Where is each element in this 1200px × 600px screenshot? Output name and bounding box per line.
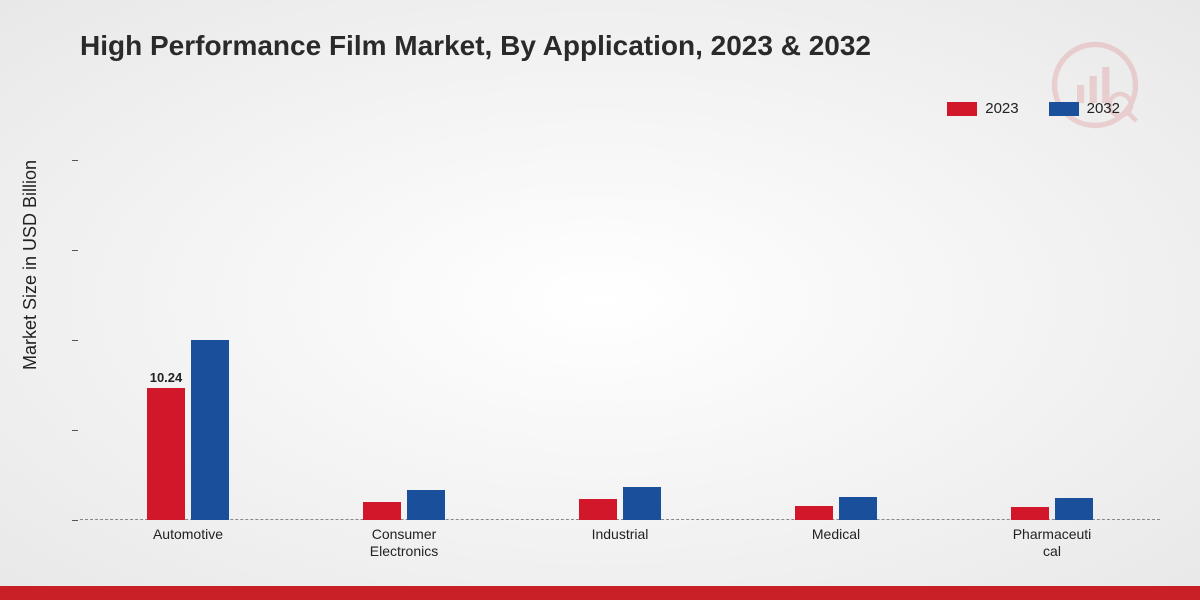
y-tick bbox=[72, 520, 78, 521]
bar-group: 10.24 bbox=[147, 340, 229, 520]
x-category-label: Industrial bbox=[560, 520, 680, 543]
chart-title: High Performance Film Market, By Applica… bbox=[80, 30, 871, 62]
y-tick bbox=[72, 250, 78, 251]
bar-value-label: 10.24 bbox=[150, 370, 183, 385]
bar bbox=[623, 487, 661, 520]
footer-accent-bar bbox=[0, 586, 1200, 600]
legend-swatch bbox=[1049, 102, 1079, 116]
bar-group bbox=[579, 487, 661, 520]
y-axis-label: Market Size in USD Billion bbox=[20, 160, 41, 370]
legend-item-2032: 2032 bbox=[1049, 100, 1120, 117]
bar bbox=[191, 340, 229, 520]
bar bbox=[795, 506, 833, 520]
x-category-label: ConsumerElectronics bbox=[344, 520, 464, 560]
y-tick bbox=[72, 430, 78, 431]
bar-group bbox=[795, 497, 877, 520]
bar bbox=[407, 490, 445, 520]
x-category-label: Pharmaceutical bbox=[992, 520, 1112, 560]
bar-group bbox=[363, 490, 445, 520]
bar bbox=[363, 502, 401, 520]
y-tick bbox=[72, 160, 78, 161]
plot-area: 10.24AutomotiveConsumerElectronicsIndust… bbox=[80, 160, 1160, 520]
x-category-label: Automotive bbox=[128, 520, 248, 543]
legend-label: 2023 bbox=[985, 100, 1018, 117]
legend: 2023 2032 bbox=[947, 100, 1120, 117]
bar bbox=[1011, 507, 1049, 520]
bar bbox=[579, 499, 617, 520]
bar bbox=[839, 497, 877, 520]
bar bbox=[1055, 498, 1093, 520]
x-category-label: Medical bbox=[776, 520, 896, 543]
legend-item-2023: 2023 bbox=[947, 100, 1018, 117]
bar: 10.24 bbox=[147, 388, 185, 520]
legend-swatch bbox=[947, 102, 977, 116]
y-tick bbox=[72, 340, 78, 341]
bar-group bbox=[1011, 498, 1093, 520]
legend-label: 2032 bbox=[1087, 100, 1120, 117]
